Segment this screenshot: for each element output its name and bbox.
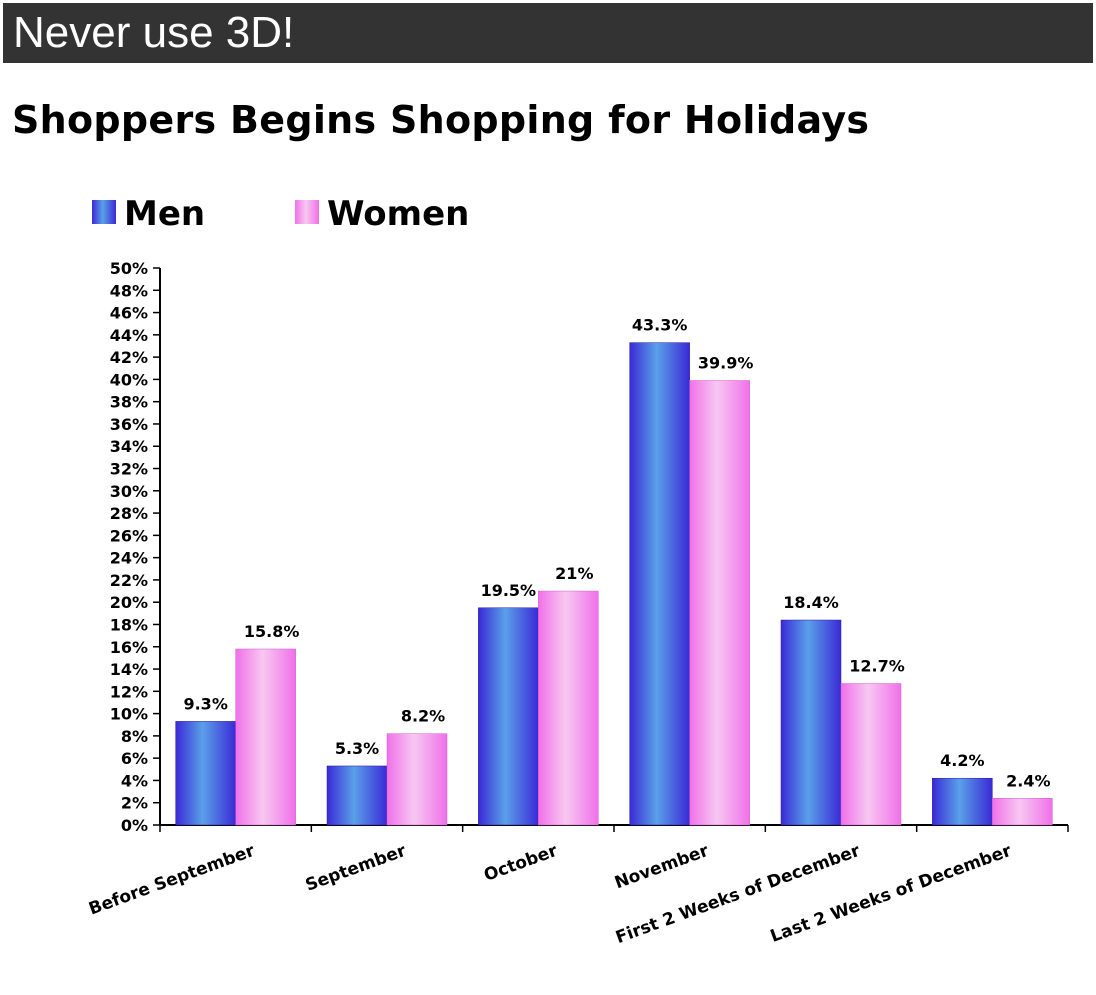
slide-header: Never use 3D! xyxy=(3,3,1093,63)
y-tick-label: 40% xyxy=(110,370,148,389)
bar-men xyxy=(326,765,388,826)
y-tick-label: 10% xyxy=(110,705,148,724)
y-tick-label: 8% xyxy=(121,727,148,746)
y-tick-label: 50% xyxy=(110,259,148,278)
slide-header-title: Never use 3D! xyxy=(13,8,295,57)
bar-men xyxy=(175,721,236,826)
y-tick-label: 14% xyxy=(110,660,148,679)
legend-swatch-women xyxy=(295,200,319,224)
data-label-women: 21% xyxy=(555,564,593,583)
y-tick-label: 30% xyxy=(110,482,148,501)
legend-label-women: Women xyxy=(327,194,469,234)
y-tick-label: 4% xyxy=(121,771,148,790)
data-label-women: 2.4% xyxy=(1006,771,1050,790)
category-labels: Before September September October November… xyxy=(86,841,1014,948)
y-tick-label: 22% xyxy=(110,571,148,590)
y-tick-label: 24% xyxy=(110,549,148,568)
bar-men xyxy=(780,619,842,826)
data-label-women: 8.2% xyxy=(401,707,445,726)
data-label-men: 19.5% xyxy=(481,581,537,600)
y-tick-label: 42% xyxy=(110,348,148,367)
bars xyxy=(175,342,1053,826)
y-tick-label: 36% xyxy=(110,415,148,434)
y-tick-label: 2% xyxy=(121,794,148,813)
bar-women xyxy=(992,798,1053,826)
y-tick-label: 28% xyxy=(110,504,148,523)
y-tick-label: 16% xyxy=(110,638,148,657)
legend-swatch-men xyxy=(92,200,116,224)
bar-women xyxy=(689,380,750,826)
category-label: Last 2 Weeks of December xyxy=(768,841,1015,947)
bar-men xyxy=(629,342,690,826)
data-label-men: 4.2% xyxy=(940,751,984,770)
x-axis xyxy=(159,824,1069,832)
data-label-men: 43.3% xyxy=(632,316,688,335)
data-label-men: 5.3% xyxy=(335,739,379,758)
chart-title: Shoppers Begins Shopping for Holidays xyxy=(12,98,870,142)
data-label-men: 9.3% xyxy=(183,694,227,713)
data-label-men: 18.4% xyxy=(783,593,839,612)
y-tick-label: 18% xyxy=(110,615,148,634)
legend-label-men: Men xyxy=(124,194,205,234)
data-labels: 9.3% 15.8% 5.3% 8.2% 19.5% 21% 43.3% 39.9% 18.4%… xyxy=(183,316,1050,791)
data-label-women: 39.9% xyxy=(698,354,754,373)
data-label-women: 12.7% xyxy=(849,657,905,676)
y-tick-label: 0% xyxy=(121,816,148,835)
legend: Men Women xyxy=(92,194,469,234)
category-label: November xyxy=(612,841,712,894)
y-tick-label: 26% xyxy=(110,526,148,545)
bar-women xyxy=(538,590,599,826)
bar-women xyxy=(840,683,902,826)
category-label: First 2 Weeks of December xyxy=(613,841,863,948)
y-axis: 0% 2% 4% 6% 8% 10% 12% 14% 16% 18% 20% 22% 24% 26% 28%… xyxy=(110,259,161,835)
bar-women xyxy=(235,648,296,826)
category-label: Before September xyxy=(86,841,258,920)
y-tick-label: 12% xyxy=(110,682,148,701)
bar-men xyxy=(932,777,993,826)
y-tick-label: 6% xyxy=(121,749,148,768)
bar-women xyxy=(386,733,448,826)
y-tick-label: 34% xyxy=(110,437,148,456)
y-tick-label: 44% xyxy=(110,326,148,345)
y-tick-label: 32% xyxy=(110,460,148,479)
y-tick-label: 20% xyxy=(110,593,148,612)
y-tick-label: 46% xyxy=(110,304,148,323)
y-tick-label: 38% xyxy=(110,393,148,412)
category-label: October xyxy=(481,841,560,886)
y-tick-label: 48% xyxy=(110,281,148,300)
data-label-women: 15.8% xyxy=(244,622,300,641)
bar-men xyxy=(478,607,539,826)
category-label: September xyxy=(303,841,409,896)
